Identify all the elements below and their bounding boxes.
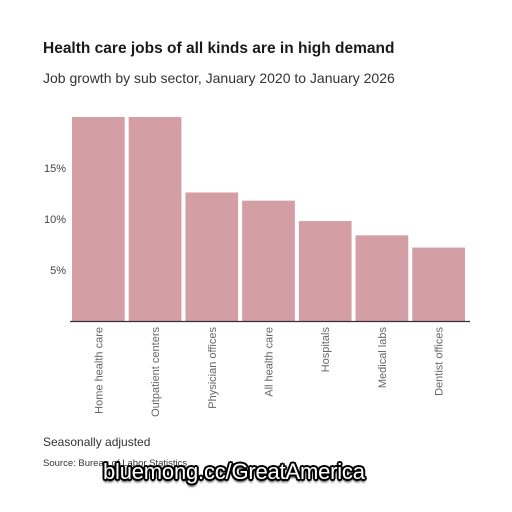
chart-title: Health care jobs of all kinds are in hig…	[43, 40, 395, 57]
bar	[72, 117, 125, 321]
x-tick-label: Physician offices	[207, 327, 219, 409]
watermark-overlay: bluemong.cc/GreatAmerica	[103, 459, 365, 484]
bar	[128, 117, 182, 321]
x-tick-label: Dentist offices	[434, 327, 446, 396]
x-tick-label: Hospitals	[320, 327, 332, 373]
y-tick-label: 15%	[44, 163, 66, 175]
bar	[355, 235, 409, 321]
x-tick-label: All health care	[264, 327, 276, 397]
chart-subtitle: Job growth by sub sector, January 2020 t…	[43, 70, 395, 86]
source-line: Source: Bureau of Labor Statistics	[43, 458, 188, 469]
bar	[185, 192, 239, 321]
x-tick-label: Home health care	[93, 327, 105, 414]
y-tick-label: 5%	[50, 265, 66, 277]
footnote: Seasonally adjusted	[43, 435, 151, 449]
x-tick-label: Outpatient centers	[150, 327, 162, 417]
bar	[412, 247, 465, 321]
bar	[298, 221, 352, 321]
x-tick-label: Medical labs	[377, 327, 389, 389]
y-tick-label: 10%	[44, 214, 66, 226]
bar	[242, 200, 295, 321]
